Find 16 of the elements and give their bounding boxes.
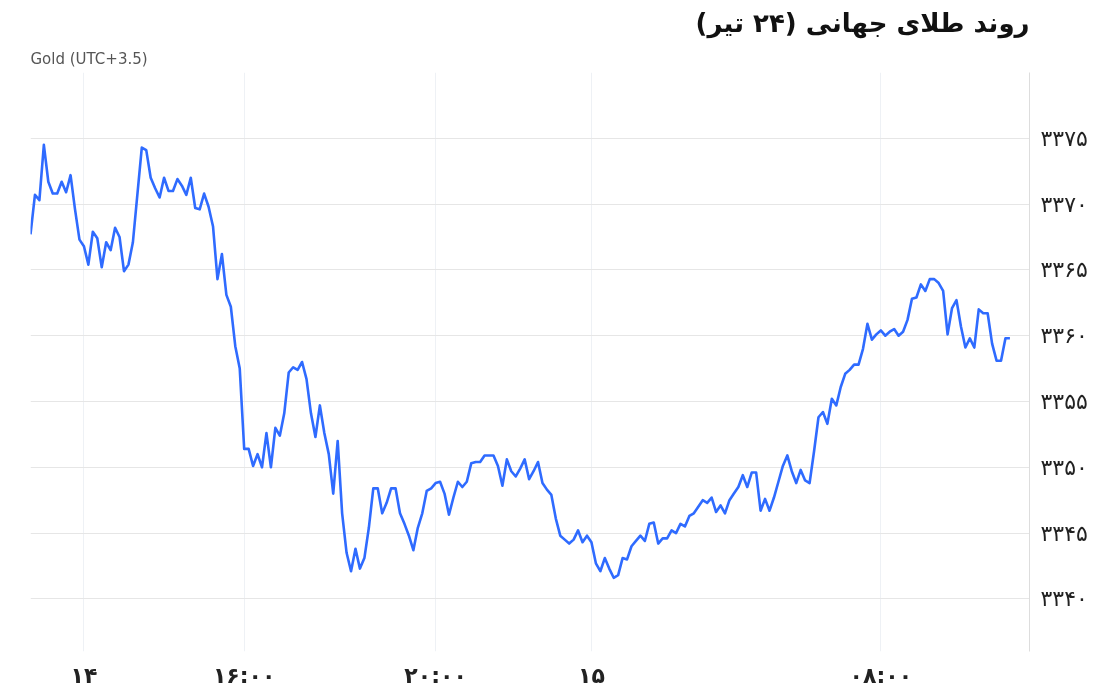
chart-title: روند طلای جهانی (۲۴ تیر) bbox=[695, 7, 1030, 39]
x-tick-label: ۱۴ bbox=[70, 662, 98, 688]
y-tick-label: ۳۳۴۵ bbox=[1040, 520, 1088, 546]
x-tick-label: ۱۵ bbox=[578, 662, 605, 688]
y-tick-label: ۳۳۵۰ bbox=[1040, 454, 1088, 480]
y-tick-label: ۳۳۷۵ bbox=[1040, 125, 1088, 151]
chart-subtitle: Gold (UTC+3.5) bbox=[30, 49, 148, 68]
y-tick-label: ۳۳۴۰ bbox=[1040, 586, 1088, 612]
x-tick-label: ۲۰:۰۰ bbox=[404, 662, 467, 688]
line-series bbox=[30, 143, 1012, 580]
x-tick-label: ۰۸:۰۰ bbox=[849, 662, 913, 688]
y-tick-label: ۳۳۶۰ bbox=[1040, 323, 1088, 349]
y-tick-label: ۳۳۷۰ bbox=[1040, 191, 1088, 217]
x-tick-label: ۱۶:۰۰ bbox=[212, 662, 276, 688]
y-tick-label: ۳۳۶۵ bbox=[1040, 257, 1088, 283]
y-tick-label: ۳۳۵۵ bbox=[1040, 388, 1088, 414]
